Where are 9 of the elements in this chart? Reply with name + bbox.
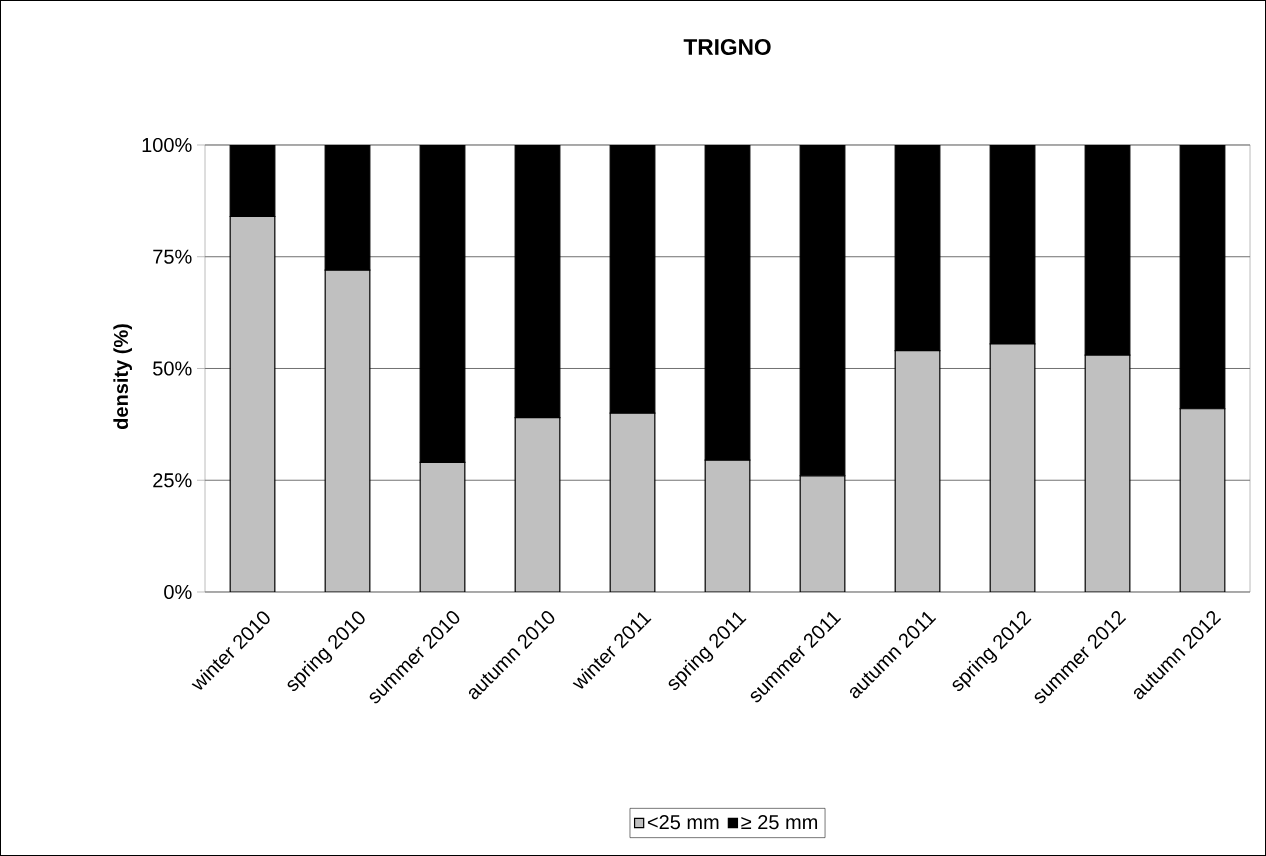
chart-title: TRIGNO [683,38,771,56]
y-axis-title: density (%) [113,324,132,430]
y-tick-label: 25% [153,473,192,488]
y-tick-label: 0% [164,584,192,600]
y-tick-label: 75% [153,249,192,264]
y-tick-label: 100% [142,137,192,153]
legend-label: ≥ 25 mm [741,815,818,830]
y-tick-label: 50% [153,361,192,376]
legend-label: <25 mm [647,815,719,830]
